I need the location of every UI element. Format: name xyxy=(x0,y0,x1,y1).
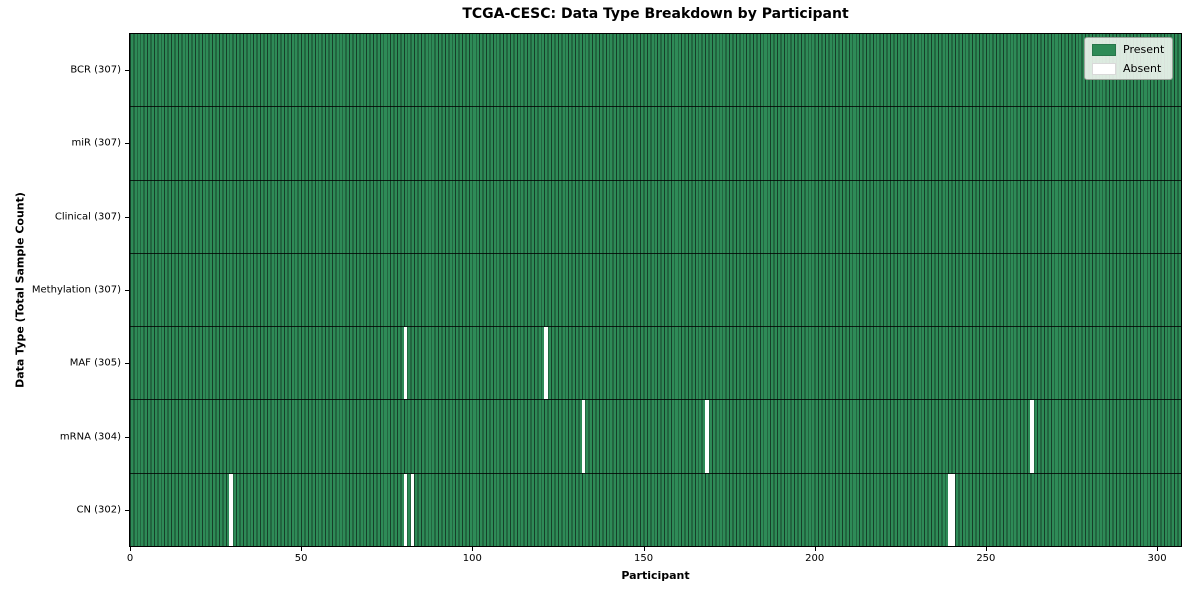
plot-area xyxy=(129,33,1182,547)
chart-title: TCGA-CESC: Data Type Breakdown by Partic… xyxy=(462,6,849,22)
x-tick-mark xyxy=(643,547,645,551)
x-tick-mark xyxy=(814,547,816,551)
x-axis-title: Participant xyxy=(621,569,690,582)
y-tick-label-MAF: MAF (305) xyxy=(69,357,121,369)
legend-entry-present: Present xyxy=(1092,43,1165,56)
y-tick-label-mRNA: mRNA (304) xyxy=(59,431,121,443)
absent-stripe-CN-80 xyxy=(403,473,408,546)
y-tick-label-miR: miR (307) xyxy=(71,137,121,149)
heatmap-row-MAF xyxy=(130,327,1181,401)
legend-entry-absent: Absent xyxy=(1092,62,1165,75)
absent-stripe-CN-239 xyxy=(948,473,952,546)
x-tick-label-100: 100 xyxy=(462,553,482,564)
x-tick-label-50: 50 xyxy=(294,553,308,564)
x-tick-mark xyxy=(472,547,474,551)
y-tick-mark xyxy=(125,143,129,145)
present-swatch-icon xyxy=(1092,43,1116,56)
x-tick-label-250: 250 xyxy=(976,553,996,564)
absent-stripe-CN-82 xyxy=(410,473,415,546)
heatmap-row-Clinical xyxy=(130,180,1181,254)
absent-stripe-CN-29 xyxy=(229,473,233,546)
absent-stripe-MAF-80 xyxy=(403,327,408,400)
y-tick-label-Clinical: Clinical (307) xyxy=(54,211,121,223)
y-tick-mark xyxy=(125,363,129,365)
legend: Present Absent xyxy=(1084,37,1173,80)
absent-stripe-CN-240 xyxy=(951,473,956,546)
x-tick-mark xyxy=(1157,547,1159,551)
heatmap-row-Methylation xyxy=(130,253,1181,328)
absent-stripe-mRNA-132 xyxy=(581,400,586,473)
absent-swatch-icon xyxy=(1092,62,1116,75)
heatmap-row-BCR xyxy=(130,34,1181,108)
x-tick-label-300: 300 xyxy=(1147,553,1167,564)
y-tick-mark xyxy=(125,69,129,71)
y-tick-mark xyxy=(125,216,129,218)
x-tick-label-150: 150 xyxy=(633,553,654,564)
legend-label-present: Present xyxy=(1123,43,1165,56)
x-tick-label-200: 200 xyxy=(805,553,825,564)
heatmap-row-mRNA xyxy=(130,400,1181,474)
y-tick-label-CN: CN (302) xyxy=(76,504,121,516)
x-tick-mark xyxy=(130,547,131,551)
absent-stripe-mRNA-168 xyxy=(705,400,709,473)
heatmap-row-CN xyxy=(130,473,1181,546)
y-tick-label-Methylation: Methylation (307) xyxy=(31,284,121,296)
y-tick-mark xyxy=(125,510,129,512)
y-tick-label-BCR: BCR (307) xyxy=(70,64,121,76)
y-tick-mark xyxy=(125,290,129,291)
x-tick-label-0: 0 xyxy=(126,553,134,564)
heatmap-row-miR xyxy=(130,107,1181,181)
absent-stripe-MAF-121 xyxy=(544,327,548,400)
y-tick-mark xyxy=(125,436,129,438)
legend-label-absent: Absent xyxy=(1123,62,1162,75)
x-tick-mark xyxy=(301,547,303,551)
x-tick-mark xyxy=(985,547,987,551)
absent-stripe-mRNA-263 xyxy=(1030,400,1034,473)
